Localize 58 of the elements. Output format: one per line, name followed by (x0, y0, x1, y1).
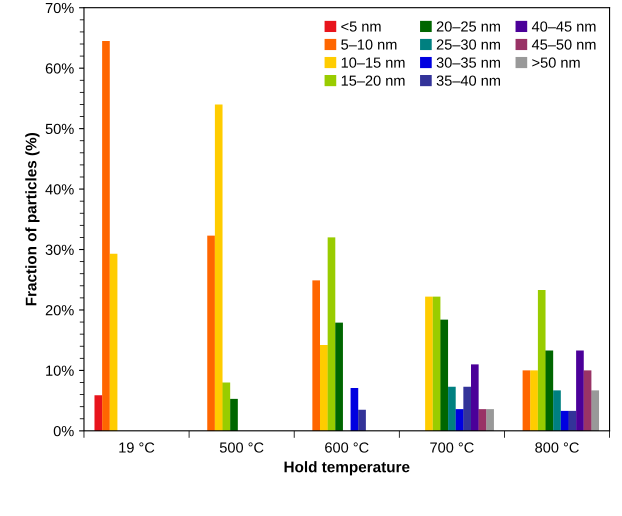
bar (222, 382, 230, 431)
bar (568, 410, 576, 431)
legend-label: >50 nm (532, 57, 580, 68)
bar (470, 364, 479, 431)
legend-label: 5–10 nm (341, 39, 396, 50)
bar (546, 350, 554, 431)
legend-label: 10–15 nm (342, 57, 405, 68)
bar (522, 370, 530, 431)
bar (448, 386, 456, 431)
bar (230, 398, 238, 431)
bar (207, 236, 215, 431)
bar (538, 290, 546, 431)
x-tick-label: 19 °C (119, 442, 154, 453)
legend-label: 25–30 nm (436, 39, 500, 50)
bar (463, 386, 471, 431)
y-tick-label: 20% (46, 305, 74, 316)
x-axis-title: Hold temperature (284, 461, 410, 476)
bar (320, 345, 328, 431)
legend-label: 20–25 nm (436, 21, 500, 32)
bar (335, 322, 343, 431)
bar (560, 410, 568, 431)
y-tick-label: 50% (46, 124, 74, 134)
bar (312, 280, 320, 431)
bar (591, 390, 600, 431)
y-tick-label: 0% (54, 426, 74, 436)
legend-label: <5 nm (341, 21, 381, 32)
bar (350, 388, 358, 431)
x-tick-label: 700 °C (430, 442, 474, 453)
y-tick-label: 40% (45, 184, 74, 195)
y-axis-title: Fraction of particles (%) (25, 133, 40, 306)
bar (456, 409, 464, 431)
y-tick-label: 10% (46, 366, 74, 376)
x-tick-label: 600 °C (325, 442, 369, 453)
bar (328, 237, 336, 431)
x-tick-label: 500 °C (220, 442, 264, 453)
bar (425, 296, 433, 431)
bar (478, 409, 486, 431)
y-tick-label: 60% (46, 63, 74, 74)
bar (94, 395, 102, 431)
legend-label: 35–40 nm (436, 75, 500, 86)
bar (486, 409, 494, 431)
y-tick-label: 30% (46, 244, 74, 255)
bar (553, 390, 561, 431)
bar (530, 370, 538, 431)
bar (440, 320, 448, 431)
y-tick-label: 70% (46, 2, 74, 14)
legend-label: 40–45 nm (532, 21, 596, 32)
bar (102, 40, 110, 431)
bar (584, 370, 592, 431)
bar (576, 350, 584, 431)
legend-label: 15–20 nm (342, 75, 405, 86)
bar (110, 254, 118, 431)
x-tick-label: 800 °C (535, 442, 579, 453)
legend-label: 45–50 nm (532, 39, 596, 50)
bar (432, 296, 440, 431)
bar (214, 104, 223, 431)
legend-label: 30–35 nm (436, 57, 500, 68)
bar (358, 410, 366, 431)
